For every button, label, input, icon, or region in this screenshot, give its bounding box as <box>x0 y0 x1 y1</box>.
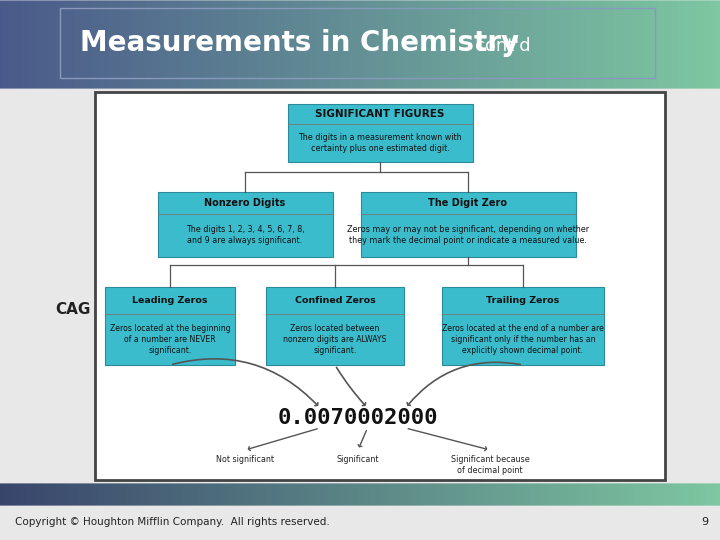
Text: Confined Zeros: Confined Zeros <box>294 296 375 305</box>
Text: Zeros located between
nonzero digits are ALWAYS
significant.: Zeros located between nonzero digits are… <box>283 324 387 355</box>
FancyBboxPatch shape <box>442 287 604 365</box>
FancyBboxPatch shape <box>95 92 665 480</box>
Text: CAG: CAG <box>55 302 91 318</box>
FancyBboxPatch shape <box>361 192 575 256</box>
Text: Nonzero Digits: Nonzero Digits <box>204 198 286 208</box>
Text: Copyright © Houghton Mifflin Company.  All rights reserved.: Copyright © Houghton Mifflin Company. Al… <box>15 517 330 527</box>
Text: Zeros located at the beginning
of a number are NEVER
significant.: Zeros located at the beginning of a numb… <box>109 324 230 355</box>
Text: 9: 9 <box>701 517 708 527</box>
Text: Trailing Zeros: Trailing Zeros <box>487 296 559 305</box>
Text: Zeros may or may not be significant, depending on whether
they mark the decimal : Zeros may or may not be significant, dep… <box>347 225 589 245</box>
Text: cont'd: cont'd <box>475 37 531 55</box>
Text: Significant because
of decimal point: Significant because of decimal point <box>451 455 529 475</box>
FancyBboxPatch shape <box>105 287 235 365</box>
FancyBboxPatch shape <box>287 104 472 162</box>
Text: The digits in a measurement known with
certainty plus one estimated digit.: The digits in a measurement known with c… <box>298 133 462 153</box>
Text: The Digit Zero: The Digit Zero <box>428 198 508 208</box>
FancyBboxPatch shape <box>158 192 333 256</box>
Text: The digits 1, 2, 3, 4, 5, 6, 7, 8,
and 9 are always significant.: The digits 1, 2, 3, 4, 5, 6, 7, 8, and 9… <box>186 225 305 245</box>
Text: Significant: Significant <box>337 455 379 464</box>
Text: Zeros located at the end of a number are
significant only if the number has an
e: Zeros located at the end of a number are… <box>442 324 604 355</box>
Text: SIGNIFICANT FIGURES: SIGNIFICANT FIGURES <box>315 109 445 119</box>
Text: 0.0070002000: 0.0070002000 <box>278 408 438 428</box>
Text: Leading Zeros: Leading Zeros <box>132 296 208 305</box>
Text: Not significant: Not significant <box>216 455 274 464</box>
FancyBboxPatch shape <box>266 287 404 365</box>
Text: Measurements in Chemistry: Measurements in Chemistry <box>80 29 519 57</box>
